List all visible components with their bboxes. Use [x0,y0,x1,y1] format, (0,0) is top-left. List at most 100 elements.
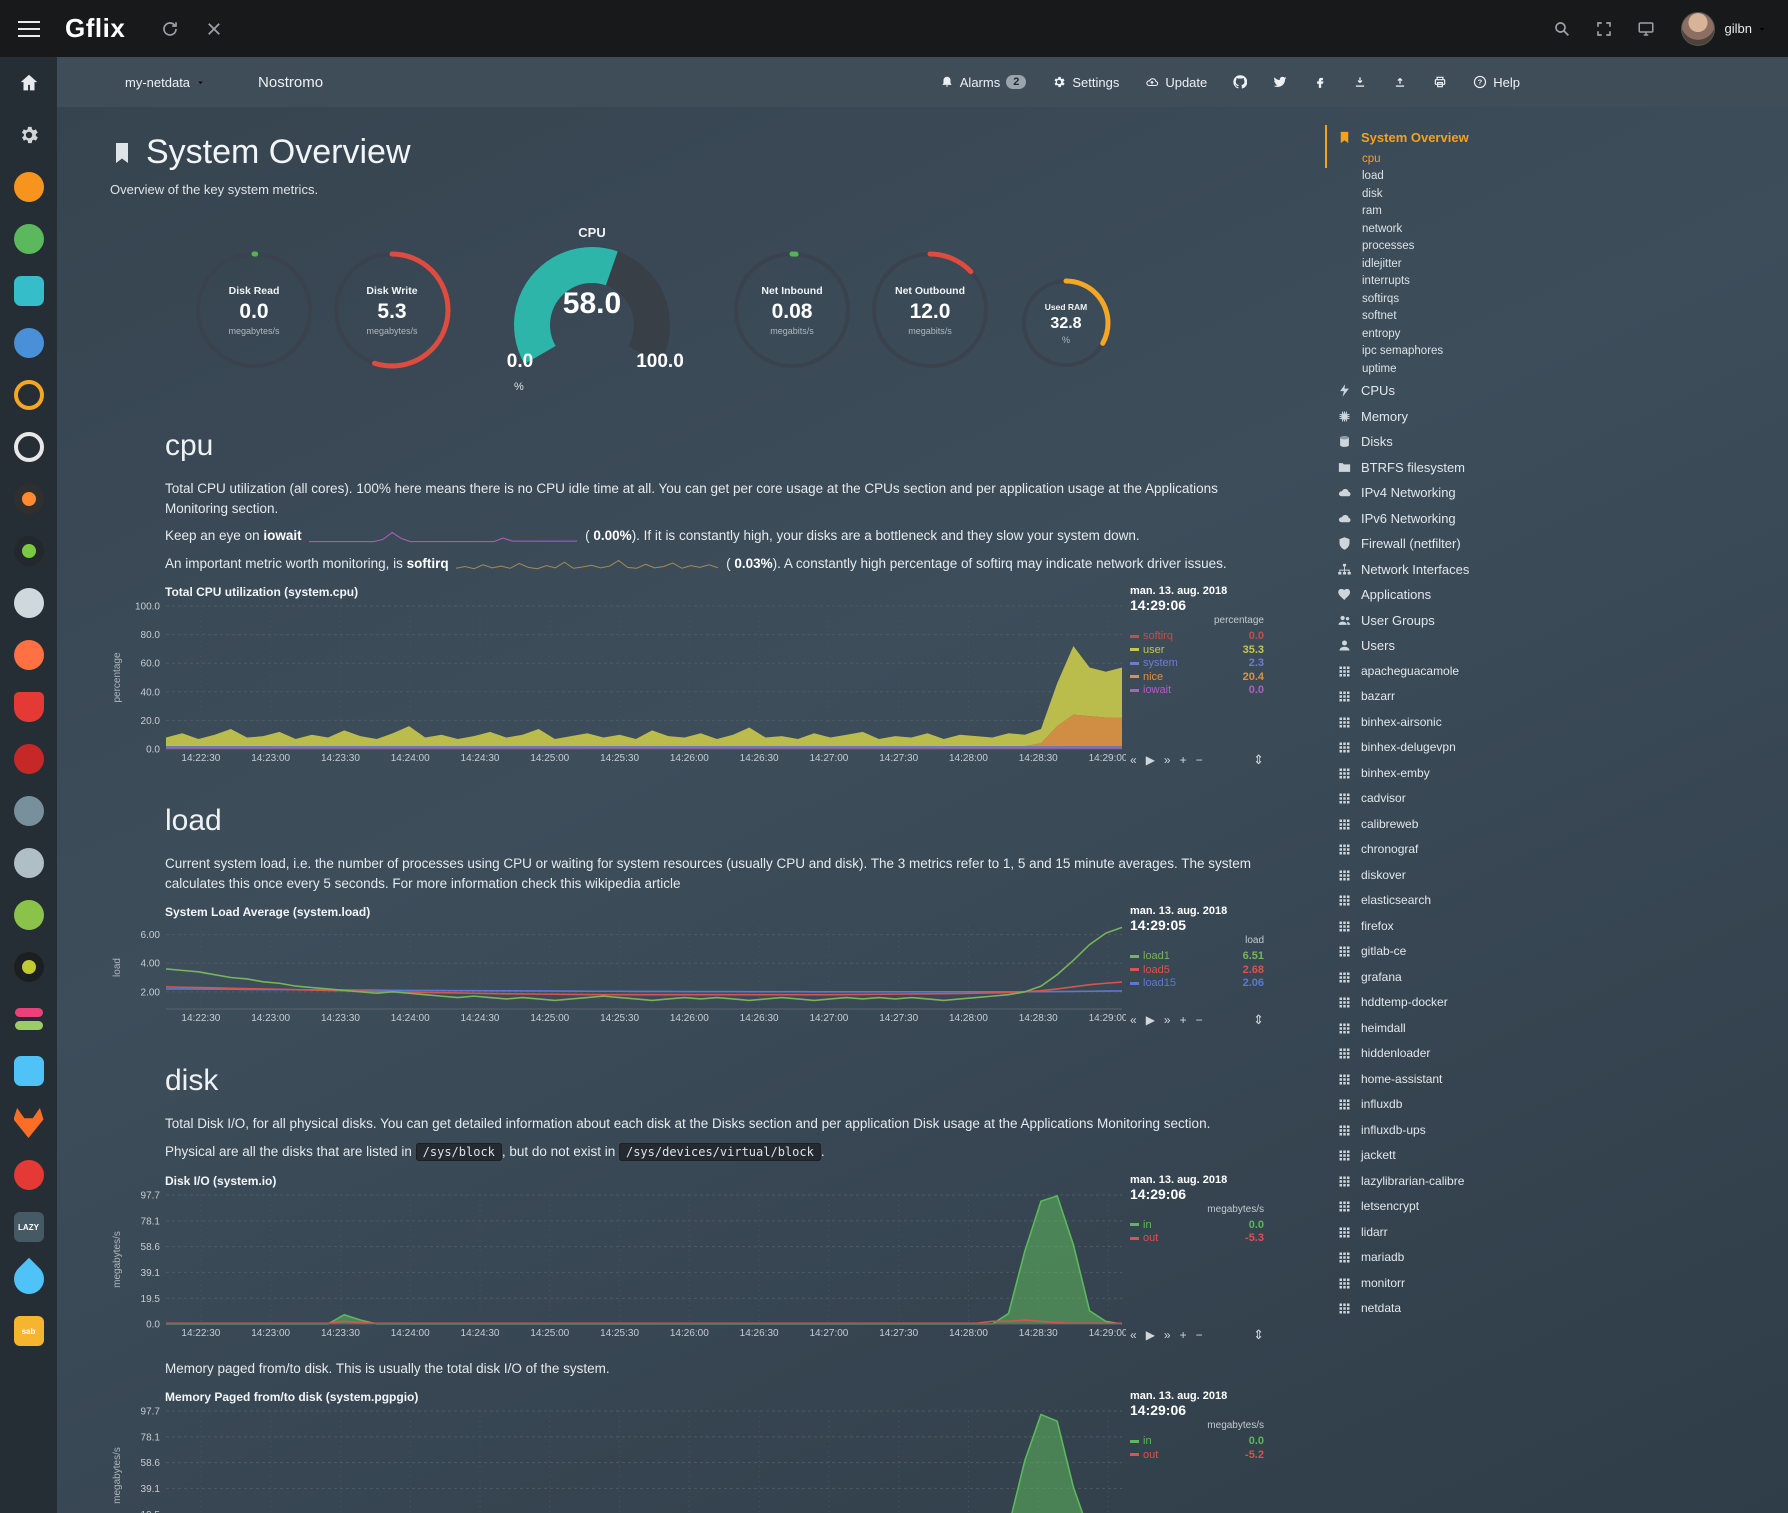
menu-container[interactable]: calibreweb [1325,812,1585,838]
app-shortcut[interactable] [0,57,57,109]
app-shortcut[interactable] [0,577,57,629]
load-chart-canvas[interactable]: load 2.00 4.00 6.00 14:22:30 14:23:00 14:23:30… [110,921,1128,1025]
resize-handle[interactable]: ⇕ [1253,1012,1264,1028]
legend-series-out[interactable]: out -5.3 [1130,1232,1264,1246]
app-shortcut[interactable] [0,1097,57,1149]
app-shortcut[interactable] [0,421,57,473]
play-button[interactable]: ▶ [1145,1327,1155,1342]
submenu-item[interactable]: idlejitter [1362,257,1402,270]
resize-handle[interactable]: ⇕ [1253,752,1264,768]
submenu-item[interactable]: ram [1362,205,1382,217]
menu-container[interactable]: grafana [1325,965,1585,991]
cpu-chart-canvas[interactable]: percentage 0.0 20.0 40.0 60.0 80.0 100.0 14:22:… [110,601,1128,765]
app-shortcut[interactable] [0,1253,57,1305]
submenu-item[interactable]: softnet [1362,310,1397,322]
submenu-item[interactable]: cpu [1325,150,1585,168]
submenu-item[interactable]: uptime [1362,362,1397,375]
submenu-item[interactable]: load [1362,170,1384,182]
menu-section[interactable]: BTRFS filesystem [1325,455,1585,481]
pan-right-button[interactable]: » [1163,1327,1171,1342]
menu-container[interactable]: firefox [1325,914,1585,940]
app-shortcut[interactable] [0,109,57,161]
legend-series-user[interactable]: user 35.3 [1130,644,1264,658]
app-shortcut[interactable] [0,785,57,837]
twitter-button[interactable] [1273,75,1287,89]
menu-section[interactable]: Memory [1325,404,1585,430]
gauge-net-outbound[interactable]: Net Outbound 12.0 megabits/s [868,248,992,372]
menu-section[interactable]: Disks [1325,429,1585,455]
app-shortcut[interactable] [0,837,57,889]
menu-toggle-icon[interactable] [0,0,57,57]
submenu-item[interactable]: softirqs [1362,292,1400,305]
app-shortcut[interactable] [0,681,57,733]
search-icon[interactable] [1553,20,1571,38]
zoom-in-button[interactable]: + [1179,753,1187,768]
app-shortcut[interactable] [0,629,57,681]
submenu-item[interactable]: ipc semaphores [1362,345,1444,357]
facebook-button[interactable] [1313,75,1327,89]
submenu-item[interactable]: network [1362,222,1403,235]
menu-container[interactable]: hddtemp-docker [1325,990,1585,1016]
zoom-in-button[interactable]: + [1179,1327,1187,1342]
app-shortcut[interactable]: sab [0,1305,57,1357]
app-shortcut[interactable] [0,1149,57,1201]
app-shortcut[interactable] [0,369,57,421]
menu-section[interactable]: Applications [1325,582,1585,608]
menu-container[interactable]: lazylibrarian-calibre [1325,1169,1585,1195]
menu-container[interactable]: mariadb [1325,1245,1585,1271]
menu-container[interactable]: binhex-airsonic [1325,710,1585,736]
gauge-net-inbound[interactable]: Net Inbound 0.08 megabits/s [730,248,854,372]
menu-container[interactable]: jackett [1325,1143,1585,1169]
play-button[interactable]: ▶ [1145,753,1155,768]
menu-container[interactable]: influxdb-ups [1325,1118,1585,1144]
menu-container[interactable]: lidarr [1325,1220,1585,1246]
menu-section[interactable]: Network Interfaces [1325,557,1585,583]
submenu-item[interactable]: interrupts [1362,275,1410,287]
legend-series-nice[interactable]: nice 20.4 [1130,671,1264,685]
menu-container[interactable]: influxdb [1325,1092,1585,1118]
legend-series-out[interactable]: out -5.2 [1130,1449,1264,1463]
play-button[interactable]: ▶ [1145,1013,1155,1028]
zoom-in-button[interactable]: + [1179,1013,1187,1028]
app-shortcut[interactable] [0,941,57,993]
legend-series-load1[interactable]: load1 6.51 [1130,950,1264,964]
app-shortcut[interactable] [0,525,57,577]
avatar[interactable] [1680,11,1715,46]
menu-container[interactable]: monitorr [1325,1271,1585,1297]
menu-container[interactable]: apacheguacamole [1325,659,1585,685]
alarms-button[interactable]: Alarms 2 [940,75,1027,90]
menu-section[interactable]: IPv4 Networking [1325,480,1585,506]
zoom-out-button[interactable]: − [1195,1327,1203,1342]
zoom-out-button[interactable]: − [1195,1013,1203,1028]
menu-section[interactable]: Users [1325,633,1585,659]
gauge-cpu[interactable]: CPU 58.0 0.0 100.0 % [484,225,700,403]
submenu-item[interactable]: processes [1362,240,1415,252]
menu-container[interactable]: chronograf [1325,837,1585,863]
pan-right-button[interactable]: » [1163,1013,1171,1028]
pan-left-button[interactable]: « [1130,1013,1137,1028]
menu-section[interactable]: IPv6 Networking [1325,506,1585,532]
menu-container[interactable]: cadvisor [1325,786,1585,812]
resize-handle[interactable]: ⇕ [1253,1326,1264,1342]
menu-container[interactable]: binhex-delugevpn [1325,735,1585,761]
pan-left-button[interactable]: « [1130,1327,1137,1342]
print-button[interactable] [1433,75,1447,89]
gauge-disk-read[interactable]: Disk Read 0.0 megabytes/s [192,248,316,372]
import-snapshot-button[interactable] [1353,75,1367,89]
submenu-item[interactable]: entropy [1362,327,1401,340]
app-shortcut[interactable] [0,265,57,317]
help-button[interactable]: Help [1473,75,1520,90]
update-button[interactable]: Update [1145,75,1207,90]
app-shortcut[interactable] [0,161,57,213]
pan-right-button[interactable]: » [1163,753,1171,768]
menu-system-overview[interactable]: System Overview [1325,125,1585,151]
pan-left-button[interactable]: « [1130,753,1137,768]
app-shortcut[interactable]: LAZY [0,1201,57,1253]
menu-container[interactable]: elasticsearch [1325,888,1585,914]
display-icon[interactable] [1637,20,1655,38]
hostname[interactable]: Nostromo [258,73,324,91]
refresh-icon[interactable] [161,20,179,38]
menu-section[interactable]: User Groups [1325,608,1585,634]
fullscreen-icon[interactable] [1595,20,1613,38]
pgpgio-chart-canvas[interactable]: megabytes/s0.019.539.158.678.197.714:22:… [110,1406,1126,1513]
